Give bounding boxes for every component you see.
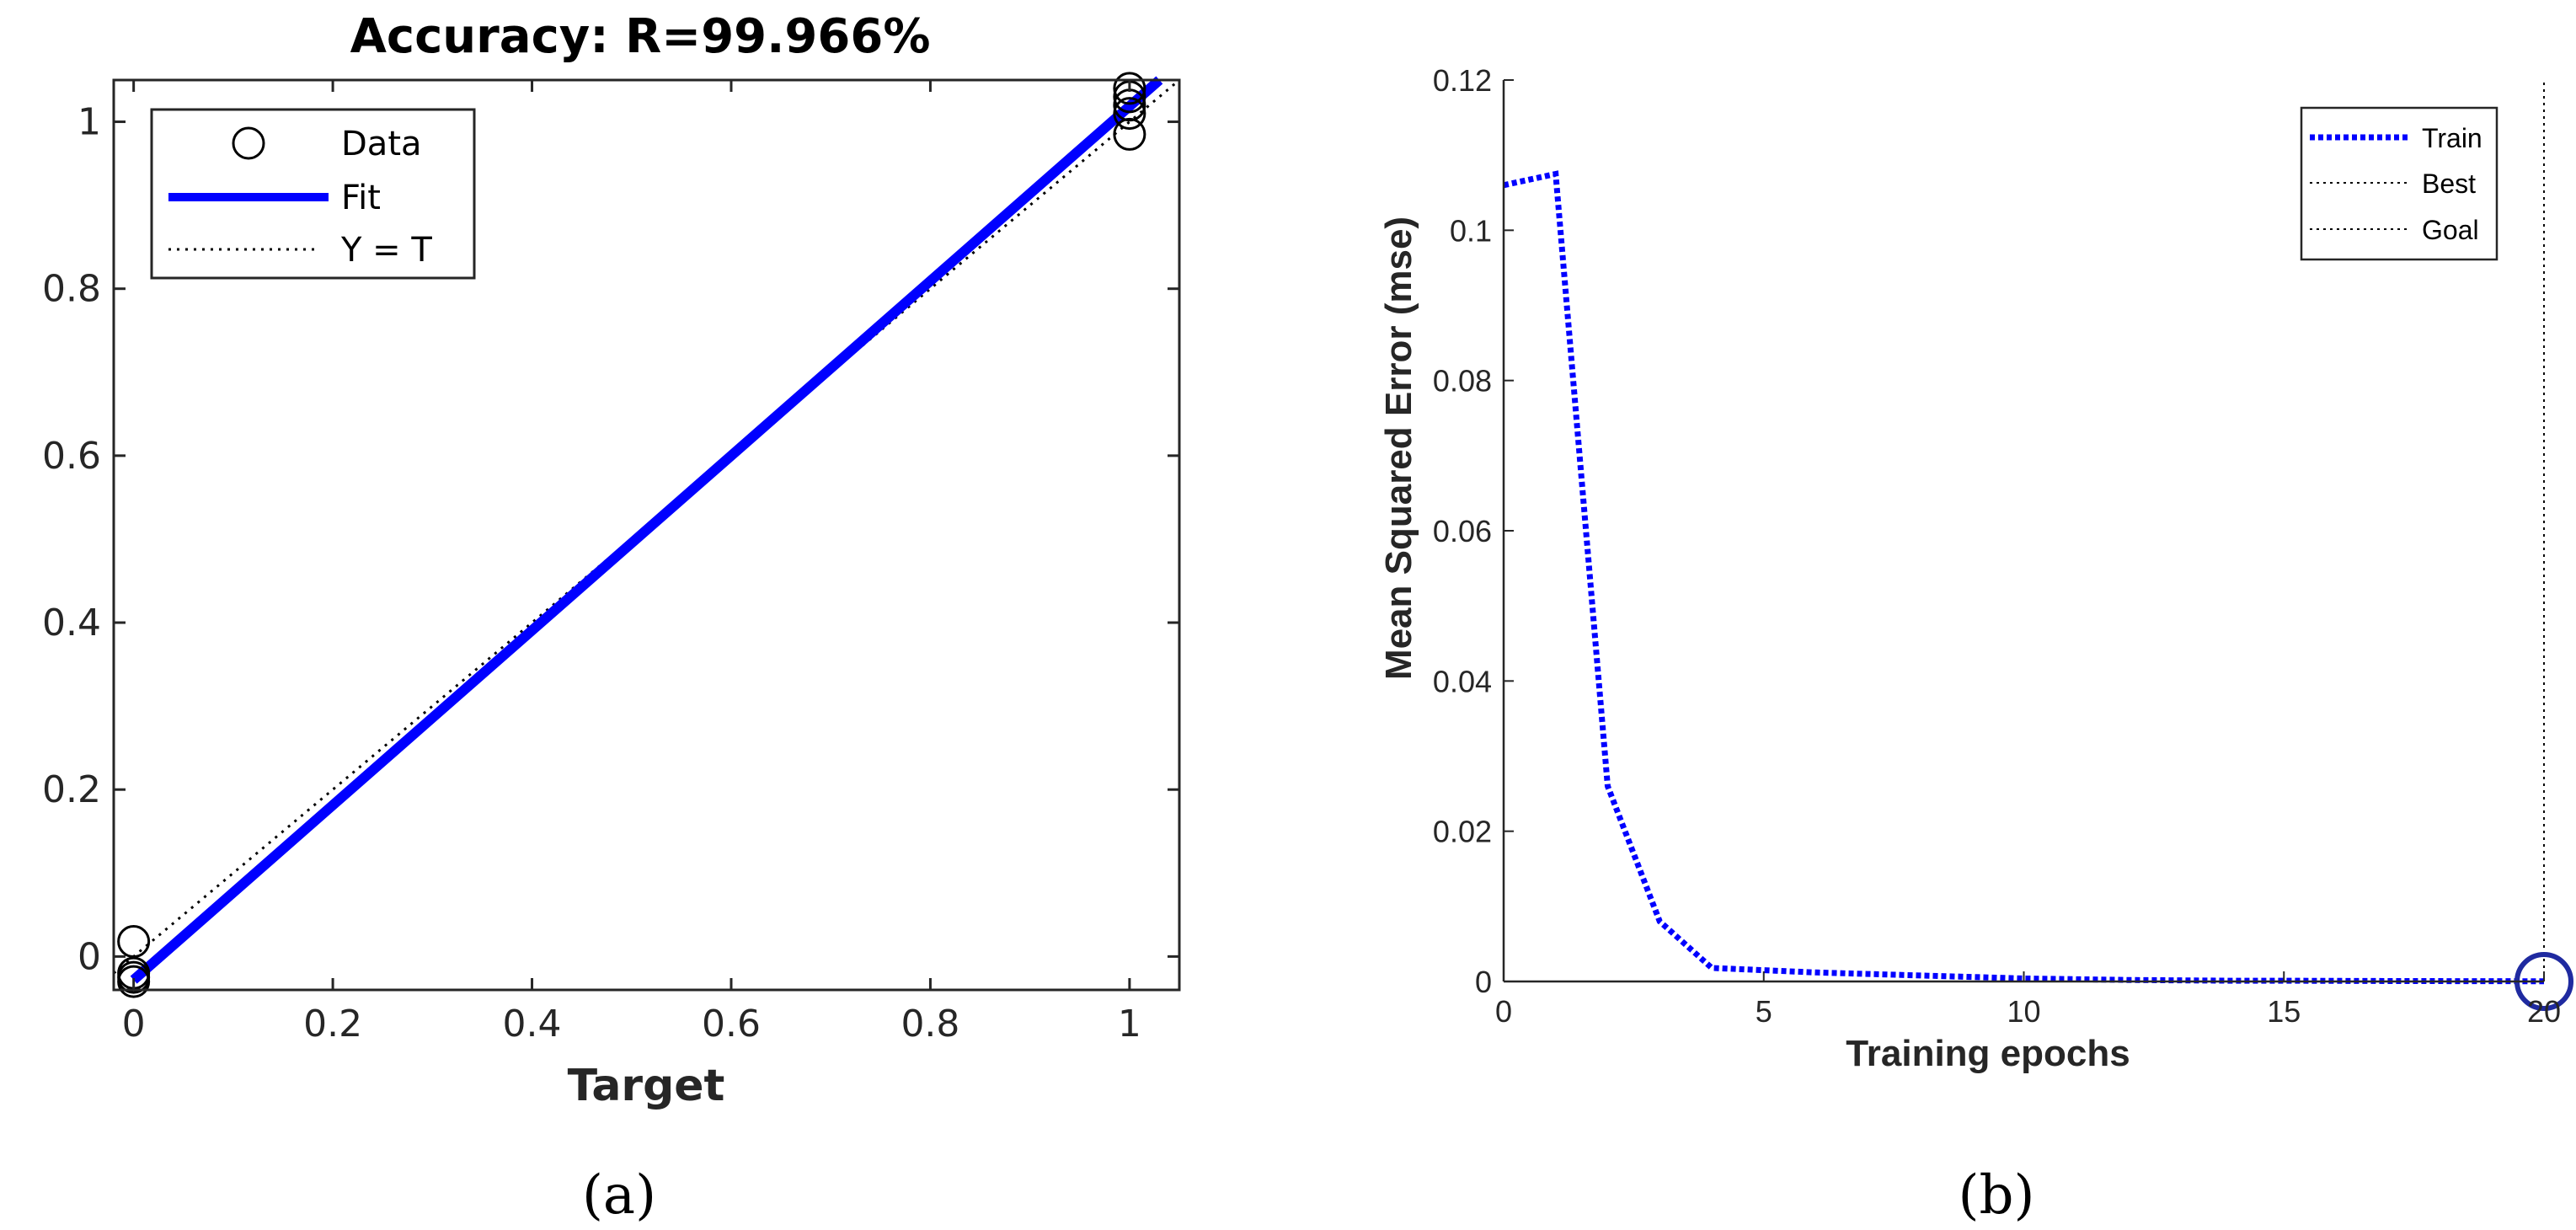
- chart-title: Accuracy: R=99.966%: [350, 9, 931, 64]
- y-tick-label: 0.08: [1433, 364, 1492, 398]
- panel-label: (b): [1959, 1164, 2035, 1227]
- data-point: [1113, 72, 1146, 105]
- x-tick-label: 0.4: [503, 1003, 562, 1046]
- legend: Train Best Goal: [2300, 106, 2499, 261]
- axis-ticks: 0 5 10 15 20 0 0.02 0.04 0.06 0.08 0.1 0.12: [1433, 63, 2561, 1029]
- x-tick-label: 1: [1118, 1003, 1141, 1046]
- y-axis-label: Mean Squared Error (mse): [1378, 217, 1419, 680]
- y-tick-label: 0.04: [1433, 664, 1492, 698]
- y-tick-label: 0.1: [1450, 213, 1492, 248]
- data-point: [1113, 117, 1146, 151]
- x-tick-label: 0: [1495, 994, 1512, 1029]
- legend: Data Fit Y = T: [150, 108, 476, 280]
- y-tick-label: 0.02: [1433, 815, 1492, 849]
- y-tick-label: 0: [77, 935, 101, 978]
- legend-label: Y = T: [340, 231, 432, 270]
- x-tick-label: 15: [2267, 994, 2301, 1029]
- y-tick-label: 0.4: [42, 602, 101, 644]
- chart-marks: [113, 72, 1180, 998]
- legend-label: Goal: [2422, 215, 2479, 245]
- x-tick-label: 0: [122, 1003, 146, 1046]
- y-tick-label: 0: [1475, 965, 1492, 999]
- legend-label: Fit: [341, 179, 381, 217]
- axis-ticks: 0 0.2 0.4 0.6 0.8 1 0 0.2 0.4 0.6 0.8 1: [42, 80, 1179, 1046]
- x-axis-label: Training epochs: [1846, 1033, 2130, 1074]
- x-tick-label: 0.8: [901, 1003, 959, 1046]
- train-line: [1503, 170, 2545, 985]
- x-tick-label: 5: [1756, 994, 1772, 1029]
- performance-chart: 0 5 10 15 20 0 0.02 0.04 0.06 0.08 0.1 0.12 Trainin…: [1378, 63, 2573, 1227]
- y-tick-label: 0.06: [1433, 514, 1492, 548]
- y-tick-label: 0.6: [42, 435, 101, 478]
- legend-label: Train: [2422, 123, 2482, 153]
- y-tick-label: 0.12: [1433, 63, 1492, 98]
- legend-swatch-data: [232, 126, 265, 160]
- x-axis-label: Target: [568, 1061, 725, 1111]
- y-tick-label: 1: [77, 101, 101, 144]
- fit-line: [130, 76, 1163, 984]
- x-tick-label: 0.6: [702, 1003, 761, 1046]
- y-tick-label: 0.2: [42, 768, 101, 811]
- data-point: [117, 925, 151, 959]
- x-tick-label: 10: [2007, 994, 2040, 1029]
- axes-frame: [112, 78, 1181, 992]
- x-tick-label: 0.2: [303, 1003, 362, 1046]
- legend-label: Best: [2422, 168, 2476, 199]
- panel-label: (a): [582, 1164, 656, 1227]
- y-tick-label: 0.8: [42, 268, 101, 311]
- regression-chart: Accuracy: R=99.966% 0 0.2 0.4 0.6 0.8 1 0 0.2 0.…: [42, 9, 1181, 1227]
- legend-label: Data: [341, 125, 422, 163]
- data-point: [117, 965, 151, 998]
- x-tick-label: 20: [2527, 994, 2561, 1029]
- data-point: [1113, 97, 1146, 131]
